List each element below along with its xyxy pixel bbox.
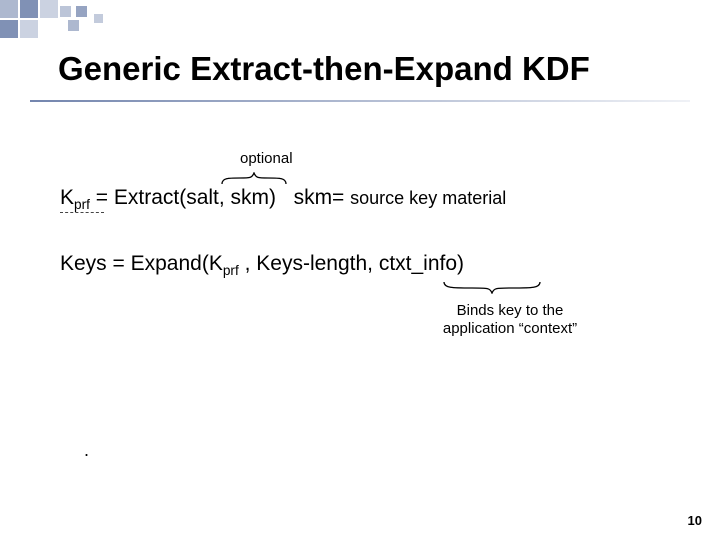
- binds-annotation: Binds key to the application “context”: [410, 302, 610, 338]
- expand-sub: prf: [223, 263, 239, 278]
- extract-line: Kprf = Extract(salt, skm) skm= source ke…: [60, 186, 506, 212]
- decor-square: [0, 0, 18, 18]
- title-underline: [30, 100, 690, 102]
- decor-square: [60, 6, 71, 17]
- expand-line: Keys = Expand(Kprf , Keys-length, ctxt_i…: [60, 252, 464, 278]
- decor-square: [76, 6, 87, 17]
- expand-rest: , Keys-length, ctxt_info): [239, 252, 464, 275]
- binds-line2: application “context”: [410, 320, 610, 338]
- brace-bottom-icon: [442, 280, 542, 294]
- page-number: 10: [688, 513, 702, 528]
- keys-eq: Keys = Expand(K: [60, 252, 223, 275]
- decor-square: [0, 20, 18, 38]
- optional-label: optional: [240, 150, 293, 167]
- kprf-k: K: [60, 186, 74, 209]
- brace-top-icon: [220, 172, 288, 186]
- decor-square: [68, 20, 79, 31]
- slide-title: Generic Extract-then-Expand KDF: [58, 50, 590, 88]
- extract-expr: = Extract(salt, skm): [90, 186, 276, 209]
- bullet-dot: .: [84, 440, 89, 461]
- binds-line1: Binds key to the: [410, 302, 610, 320]
- kprf-sub: prf: [74, 197, 90, 212]
- decor-square: [20, 20, 38, 38]
- corner-decoration: [0, 0, 110, 45]
- decor-square: [94, 14, 103, 23]
- skm-def-prefix: skm=: [294, 186, 351, 209]
- decor-square: [20, 0, 38, 18]
- decor-square: [40, 0, 58, 18]
- kprf-underline: [60, 212, 104, 213]
- skm-def-rest: source key material: [350, 188, 506, 208]
